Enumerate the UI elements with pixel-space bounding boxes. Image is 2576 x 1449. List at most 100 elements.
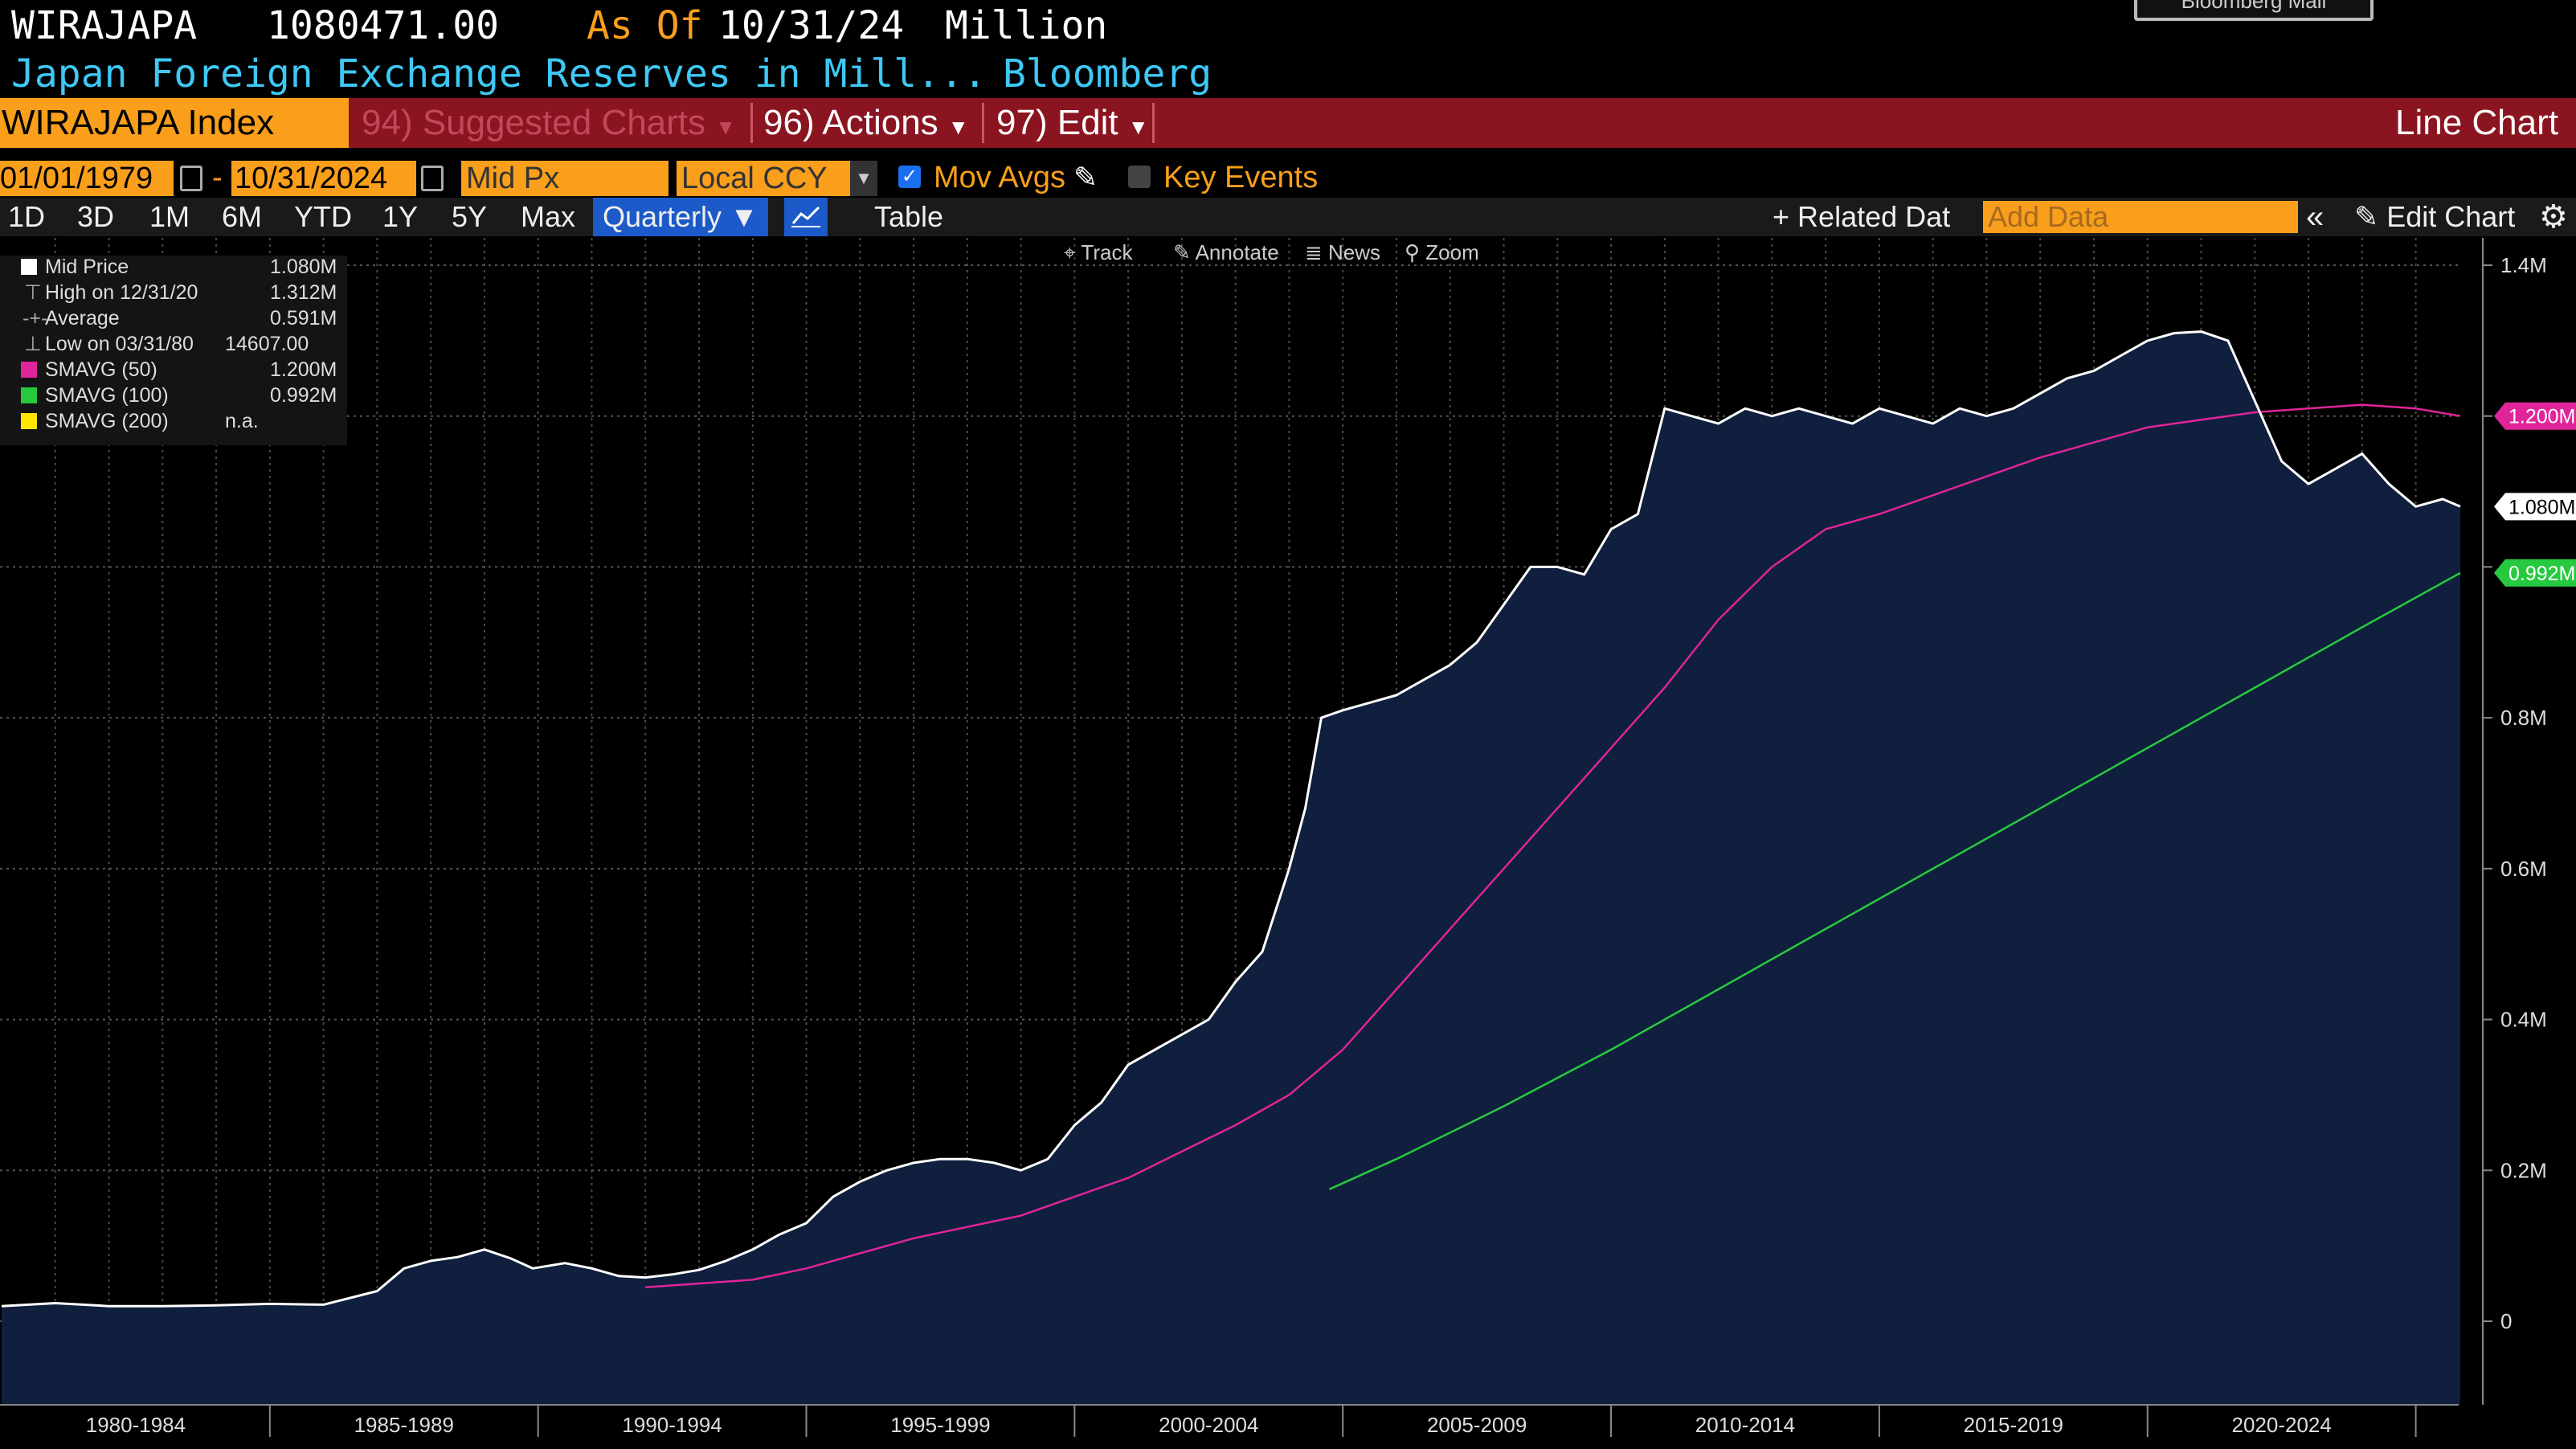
source-label: Bloomberg [1003, 51, 1212, 96]
gear-icon[interactable]: ⚙ [2539, 199, 2568, 235]
periodicity-select[interactable]: Quarterly ▼ [593, 198, 768, 236]
range-1m[interactable]: 1M [149, 200, 190, 233]
chart-legend: Mid Price 1.080M ⊤ High on 12/31/20 1.31… [0, 256, 347, 445]
as-of-label: As Of [587, 3, 703, 48]
range-ytd[interactable]: YTD [294, 200, 352, 233]
x-tick-label: 1995-1999 [890, 1413, 990, 1437]
last-value-labels: 1.200M 1.080M 0.992M [2494, 402, 2576, 587]
legend-label: Mid Price [45, 256, 129, 278]
zoom-tool[interactable]: ⚲ Zoom [1405, 240, 1479, 264]
table-button[interactable]: Table [874, 200, 944, 233]
low-marker-icon: ⊥ [24, 333, 42, 355]
chevron-down-icon: ▼ [1127, 115, 1149, 139]
pencil-icon: ✎ [2354, 200, 2379, 233]
add-data-input[interactable]: Add Data [1983, 201, 2298, 233]
last-value-badge-bg [2494, 559, 2576, 587]
edit-menu[interactable]: 97) Edit ▼ [996, 103, 1149, 142]
legend-value: 1.312M [270, 281, 337, 304]
security-tab[interactable]: WIRAJAPA Index [0, 98, 349, 148]
start-date-input[interactable]: 01/01/1979 [0, 161, 174, 196]
unit-label: Million [945, 3, 1108, 48]
legend-swatch [21, 362, 37, 378]
x-tick-label: 2010-2014 [1695, 1413, 1795, 1437]
x-tick-label: 2020-2024 [2231, 1413, 2331, 1437]
calendar-icon[interactable] [180, 166, 202, 191]
high-marker-icon: ⊤ [24, 281, 42, 304]
legend-value: 14607.00 [225, 333, 309, 355]
related-data-button[interactable]: + Related Dat [1773, 200, 1951, 233]
chevron-down-icon: ▼ [730, 200, 758, 233]
news-icon: ≣ [1305, 240, 1323, 264]
chevron-down-icon: ▼ [715, 115, 737, 139]
last-value-badge: 0.992M [2494, 559, 2576, 587]
series-line-smavg-50 [645, 403, 2461, 1289]
suggested-charts-menu[interactable]: 94) Suggested Charts ▼ [362, 103, 737, 142]
chevron-down-icon[interactable]: ▼ [850, 161, 877, 196]
last-value-text: 0.992M [2509, 563, 2575, 585]
price-area-fill [2, 331, 2460, 1406]
x-tick-label: 2005-2009 [1427, 1413, 1527, 1437]
legend-value: 1.080M [270, 256, 337, 278]
y-axis: 0 0.2M 0.4M 0.6M 0.8M 1.4M [2482, 238, 2547, 1405]
track-tool[interactable]: ⌖ Track [1064, 240, 1133, 264]
menu-divider [982, 103, 984, 143]
chart-type-label: Line Chart [2394, 103, 2558, 142]
y-tick-label: 0.8M [2500, 706, 2547, 730]
menu-divider [750, 103, 753, 143]
pencil-icon[interactable]: ✎ [1073, 161, 1098, 194]
as-of-date: 10/31/24 [718, 3, 905, 48]
edit-chart-button[interactable]: ✎ Edit Chart [2354, 200, 2516, 233]
collapse-icon[interactable]: « [2306, 199, 2325, 235]
menu-bar [0, 98, 2576, 148]
x-tick-label: 1985-1989 [354, 1413, 454, 1437]
series-line-smavg-100 [1328, 571, 2461, 1190]
calendar-icon[interactable] [421, 166, 444, 191]
magnifier-icon: ⚲ [1405, 240, 1421, 264]
range-1d[interactable]: 1D [8, 200, 46, 233]
field-select[interactable]: Mid Px [461, 161, 669, 196]
x-axis: 1980-1984 1985-1989 1990-1994 1995-1999 2000… [0, 1404, 2459, 1437]
menu-divider [1152, 103, 1155, 143]
y-tick-label: 0.6M [2500, 857, 2547, 881]
end-date-input[interactable]: 10/31/2024 [231, 161, 416, 196]
plus-icon: + [1773, 200, 1790, 233]
currency-select[interactable]: Local CCY [677, 161, 853, 196]
last-value-badge: 1.200M [2494, 402, 2576, 430]
last-value-badge-bg [2494, 402, 2576, 430]
range-6m[interactable]: 6M [222, 200, 263, 233]
x-tick-label: 1990-1994 [622, 1413, 722, 1437]
ticker: WIRAJAPA [11, 3, 198, 48]
range-5y[interactable]: 5Y [452, 200, 488, 233]
y-tick-label: 0.4M [2500, 1008, 2547, 1032]
y-tick-label: 1.4M [2500, 253, 2547, 277]
news-tool[interactable]: ≣ News [1305, 240, 1381, 264]
x-tick-label: 1980-1984 [86, 1413, 186, 1437]
legend-label: SMAVG (200) [45, 410, 169, 432]
last-value: 1080471.00 [267, 3, 499, 48]
legend-value: 1.200M [270, 358, 337, 381]
range-3d[interactable]: 3D [77, 200, 115, 233]
legend-swatch [21, 387, 37, 403]
legend-label: SMAVG (100) [45, 384, 169, 407]
series-description: Japan Foreign Exchange Reserves in Mill.… [11, 51, 987, 96]
annotate-tool[interactable]: ✎ Annotate [1173, 240, 1279, 264]
mov-avgs-checkbox[interactable]: ✓ [898, 166, 921, 188]
legend-label: High on 12/31/20 [45, 281, 198, 304]
range-1y[interactable]: 1Y [382, 200, 419, 233]
chart-area: 0 0.2M 0.4M 0.6M 0.8M 1.4M 1980-1984 1985-1989… [0, 238, 2576, 1449]
range-max[interactable]: Max [521, 200, 576, 233]
pencil-icon: ✎ [1173, 240, 1191, 264]
line-chart-icon[interactable] [784, 198, 828, 236]
x-tick-label: 2015-2019 [1964, 1413, 2063, 1437]
legend-value: 0.992M [270, 384, 337, 407]
y-tick-label: 0.2M [2500, 1158, 2547, 1182]
key-events-checkbox[interactable] [1128, 166, 1151, 188]
mov-avgs-label: Mov Avgs [934, 161, 1066, 194]
mail-badge[interactable]: Bloomberg Mail [2134, 0, 2374, 21]
legend-value: n.a. [225, 410, 259, 432]
date-range-dash: - [212, 161, 223, 194]
key-events-label: Key Events [1163, 161, 1319, 194]
actions-menu[interactable]: 96) Actions ▼ [763, 103, 969, 142]
crosshair-icon: ⌖ [1064, 240, 1076, 264]
legend-label: Average [45, 307, 120, 330]
